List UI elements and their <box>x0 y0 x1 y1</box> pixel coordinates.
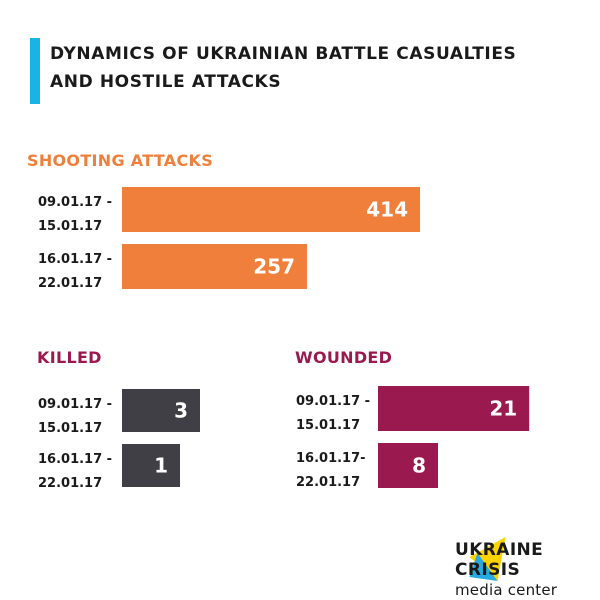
killed-chart: 09.01.17 -15.01.17 3 16.01.17 -22.01.17 1 <box>38 389 200 491</box>
logo-subtitle: media center <box>455 581 558 599</box>
shooting-attacks-title: SHOOTING ATTACKS <box>27 151 214 170</box>
category-label: 16.01.17-22.01.17 <box>296 451 366 490</box>
page-title-line-1: DYNAMICS OF UKRAINIAN BATTLE CASUALTIES <box>50 44 517 64</box>
bar <box>122 389 200 432</box>
category-label: 09.01.17 -15.01.17 <box>38 195 112 234</box>
page-title-line-2: AND HOSTILE ATTACKS <box>50 72 282 92</box>
category-label: 09.01.17 -15.01.17 <box>38 397 112 436</box>
wounded-chart: 09.01.17 -15.01.17 21 16.01.17-22.01.17 8 <box>296 386 530 490</box>
bar <box>122 244 307 289</box>
logo-name: UKRAINE CRISIS <box>455 540 544 580</box>
bar <box>122 444 180 487</box>
bar-value-label: 257 <box>253 255 295 279</box>
bar-value-label: 21 <box>489 397 517 421</box>
bar-value-label: 414 <box>366 198 408 222</box>
shooting-attacks-chart: 09.01.17 -15.01.17 414 16.01.17 -22.01.17 2… <box>38 187 420 291</box>
category-label: 16.01.17 -22.01.17 <box>38 452 112 491</box>
page-title: DYNAMICS OF UKRAINIAN BATTLE CASUALTIES … <box>50 40 570 96</box>
bar <box>378 386 530 431</box>
logo-text: UKRAINE CRISIS media center <box>455 540 600 600</box>
killed-title: KILLED <box>37 348 102 367</box>
ukraine-crisis-logo-icon <box>469 537 506 581</box>
bar-value-label: 1 <box>154 454 168 478</box>
category-label: 09.01.17 -15.01.17 <box>296 394 370 433</box>
wounded-title: WOUNDED <box>295 348 393 367</box>
bar <box>122 187 420 232</box>
bar <box>378 443 438 488</box>
bar-value-label: 8 <box>412 454 426 478</box>
category-label: 16.01.17 -22.01.17 <box>38 252 112 291</box>
bar-value-label: 3 <box>174 399 188 423</box>
title-accent-bar <box>30 38 40 104</box>
